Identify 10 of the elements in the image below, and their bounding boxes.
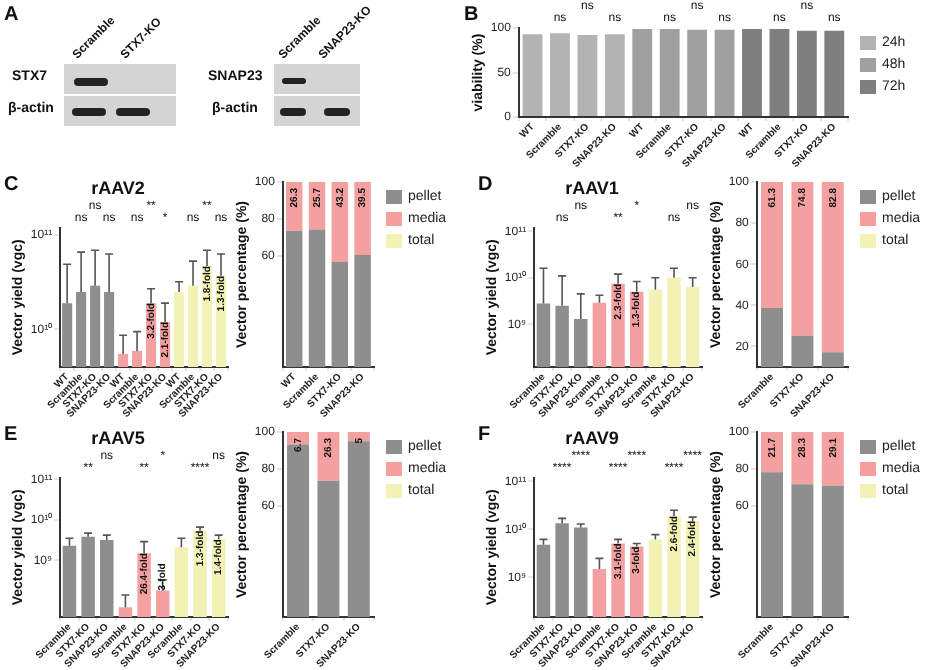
text: E [4,423,18,446]
text: A [4,4,19,26]
chart-title: rAAV5 [91,427,145,448]
text: C [4,173,19,196]
text: B [464,3,479,26]
chart-title: rAAV2 [91,177,145,198]
chart-title: rAAV1 [565,177,619,198]
chart-title: rAAV9 [565,427,619,448]
text: D [478,173,493,196]
text: F [478,423,491,446]
